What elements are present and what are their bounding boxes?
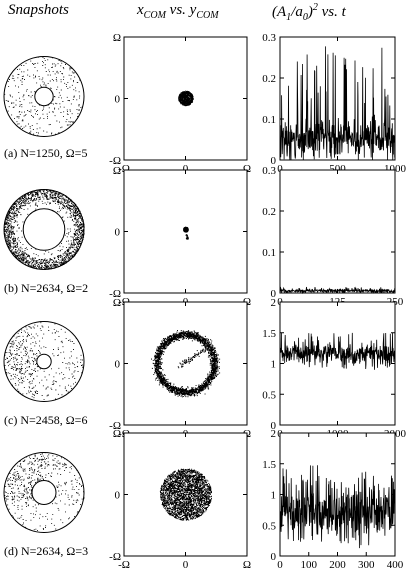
snapshot-particles: [4, 189, 85, 270]
amp-frame: [279, 432, 396, 557]
amp-header-sub1: 1: [286, 12, 292, 23]
y-tick-label: 0: [271, 155, 277, 167]
row-label-b: (b) N=2634, Ω=2: [4, 281, 89, 295]
y-tick-label: 0.2: [262, 73, 276, 85]
amplitude-panel-c: 00.511.52010002000: [262, 297, 406, 440]
amp-header-mid: /a: [291, 4, 303, 20]
com-header: xCOM vs. yCOM: [137, 2, 219, 21]
snapshot-b: [3, 189, 85, 270]
y-tick-label: 0: [115, 227, 121, 239]
y-tick-label: 2: [271, 297, 277, 309]
y-tick-label: Ω: [113, 32, 121, 44]
y-tick-label: 0: [115, 359, 121, 371]
snapshot-particles: [4, 56, 83, 136]
snapshot-inner-boundary: [34, 86, 54, 107]
amp-header-close: ): [307, 4, 313, 20]
amplitude-panel-a: 00.10.20.30 500 1000: [262, 32, 406, 175]
y-tick-label: 0: [271, 551, 277, 563]
amplitude-panel-b: 00.10.20.30125250: [262, 165, 404, 308]
com-trajectory-points: [178, 90, 194, 107]
row-label-d: (d) N=2634, Ω=3: [4, 544, 89, 558]
y-tick-label: 1: [271, 490, 277, 502]
amp-header-vs: vs.: [317, 4, 342, 20]
y-tick-label: 1.5: [262, 459, 276, 471]
x-tick-label: -Ω: [118, 163, 130, 175]
com-panel-d: Ω 0 -Ω-Ω 0 Ω: [109, 428, 251, 571]
snapshot-inner-boundary: [22, 208, 66, 251]
amplitude-series-line: [279, 46, 396, 161]
x-tick-label: 0: [277, 163, 283, 175]
x-tick-label: -Ω: [118, 559, 130, 571]
x-tick-label: 0: [183, 163, 189, 175]
y-tick-label: 0: [115, 94, 121, 106]
x-tick-label: Ω: [243, 163, 251, 175]
snapshot-c: [3, 321, 85, 402]
y-tick-label: 0.3: [262, 165, 276, 177]
snapshot-d: [3, 452, 85, 533]
com-trajectory-points: [159, 468, 212, 521]
com-header-x-sub: COM: [143, 10, 166, 21]
y-tick-label: 0.5: [262, 520, 276, 532]
amp-header-sub0: 0: [302, 12, 308, 23]
snapshot-inner-boundary: [31, 480, 57, 505]
y-tick-label: 0: [271, 288, 277, 300]
amplitude-header: (A1/a0)2 vs. t: [272, 2, 346, 23]
snapshot-particles: [4, 452, 85, 531]
com-header-y: y: [189, 2, 197, 18]
row-label-c: (c) N=2458, Ω=6: [4, 413, 88, 427]
y-tick-label: -Ω: [109, 420, 121, 432]
com-panel-a: Ω 0 -Ω-Ω 0 Ω: [109, 32, 251, 175]
y-tick-label: Ω: [113, 165, 121, 177]
snapshot-a: [3, 56, 85, 137]
x-tick-label: Ω: [243, 559, 251, 571]
com-header-x: x: [137, 2, 144, 18]
y-tick-label: 1: [271, 359, 277, 371]
x-tick-label: 300: [358, 559, 375, 571]
x-tick-label: 100: [301, 559, 318, 571]
com-trajectory-points: [151, 329, 221, 398]
y-tick-label: 2: [271, 428, 277, 440]
x-tick-label: 0: [277, 559, 283, 571]
amp-header-sup: 2: [312, 2, 318, 13]
y-tick-label: 0.1: [262, 247, 276, 259]
y-tick-label: 0: [115, 490, 121, 502]
amplitude-panel-d: 0 0.5 1 1.5 2 0 100 200 300 400: [262, 428, 404, 571]
amp-frame: [279, 169, 396, 294]
amplitude-series-line: [279, 286, 396, 295]
com-panel-c: Ω0-Ω-Ω0Ω: [109, 297, 251, 440]
com-header-y-sub: COM: [196, 10, 219, 21]
row-label-a: (a) N=1250, Ω=5: [4, 146, 88, 160]
com-header-vs: vs.: [165, 2, 190, 18]
amp-header-t: t: [341, 4, 346, 20]
y-tick-label: 0: [271, 420, 277, 432]
y-tick-label: 1.5: [262, 328, 276, 340]
amplitude-series-line: [279, 332, 396, 370]
x-tick-label: 0: [183, 559, 189, 571]
y-tick-label: 0.5: [262, 389, 276, 401]
amplitude-series-line: [279, 465, 396, 549]
y-tick-label: 0.1: [262, 114, 276, 126]
x-tick-label: 200: [329, 559, 346, 571]
y-tick-label: Ω: [113, 428, 121, 440]
x-tick-label: 400: [387, 559, 404, 571]
com-panel-b: Ω 0 -Ω -Ω 0 Ω: [109, 165, 251, 308]
com-trajectory-points: [183, 226, 189, 240]
y-tick-label: 0.3: [262, 32, 276, 44]
y-tick-label: 0.2: [262, 206, 276, 218]
y-tick-label: -Ω: [109, 155, 121, 167]
amp-header-open: (A: [272, 4, 287, 20]
snapshots-header: Snapshots: [8, 2, 69, 18]
y-tick-label: Ω: [113, 297, 121, 309]
y-tick-label: -Ω: [109, 551, 121, 563]
snapshot-inner-boundary: [36, 353, 52, 370]
y-tick-label: -Ω: [109, 288, 121, 300]
